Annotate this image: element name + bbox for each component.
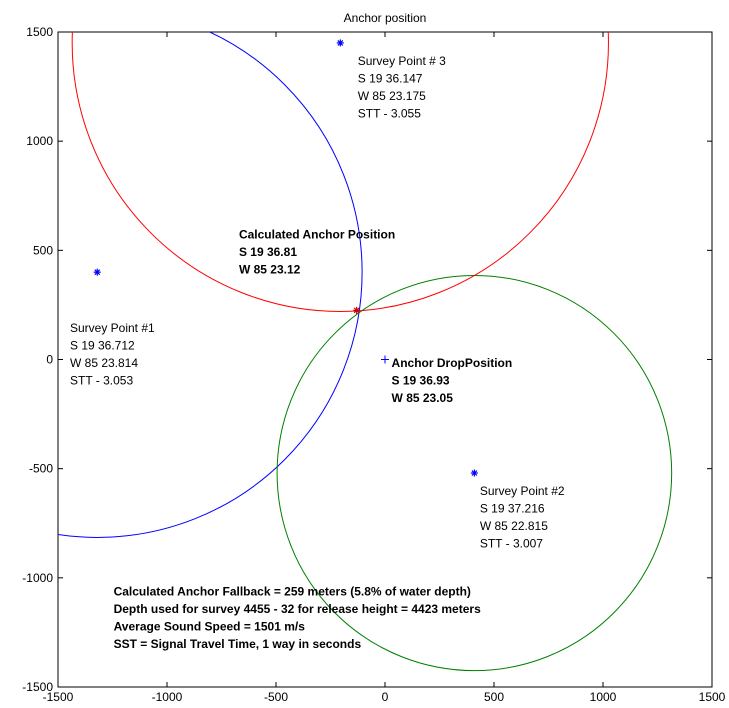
axis-ticks — [57, 31, 713, 688]
annotation-footer-line: SST = Signal Travel Time, 1 way in secon… — [114, 637, 362, 651]
x-tick-labels: -1500 -1000 -500 0 500 1000 1500 — [43, 690, 726, 704]
annotation-survey1-line: S 19 36.712 — [70, 339, 135, 353]
marker-calculated — [353, 306, 361, 314]
annotation-survey2: Survey Point #2 S 19 37.216 W 85 22.815 STT… — [480, 484, 565, 550]
annotation-survey3-line: Survey Point # 3 — [358, 54, 446, 68]
marker-survey3 — [336, 39, 344, 47]
annotation-survey1-line: Survey Point #1 — [70, 321, 155, 335]
range-circle-survey1 — [58, 32, 363, 538]
x-tick-label: 1500 — [699, 690, 726, 704]
annotation-footer-line: Average Sound Speed = 1501 m/s — [114, 619, 306, 633]
y-tick-label: -1500 — [22, 680, 53, 694]
annotation-survey3: Survey Point # 3 S 19 36.147 W 85 23.175 ST… — [358, 54, 446, 121]
annotations: Survey Point # 3 S 19 36.147 W 85 23.175 ST… — [70, 54, 565, 651]
annotation-drop-line: W 85 23.05 — [392, 391, 454, 405]
annotation-survey2-line: S 19 37.216 — [480, 501, 545, 515]
annotation-survey3-line: S 19 36.147 — [358, 71, 423, 85]
annotation-footer: Calculated Anchor Fallback = 259 meters … — [114, 584, 481, 651]
annotation-survey2-line: Survey Point #2 — [480, 484, 565, 498]
annotation-calculated-line: Calculated Anchor Position — [239, 227, 395, 241]
y-tick-label: -1000 — [22, 571, 53, 585]
annotation-calculated: Calculated Anchor Position S 19 36.81 W 85… — [239, 227, 395, 276]
annotation-drop-line: Anchor DropPosition — [392, 356, 513, 370]
position-markers — [93, 39, 478, 477]
annotation-drop: Anchor DropPosition S 19 36.93 W 85 23.05 — [392, 356, 513, 405]
x-tick-label: 0 — [382, 690, 389, 704]
annotation-footer-line: Depth used for survey 4455 - 32 for rele… — [114, 602, 481, 616]
range-circle-survey3 — [71, 32, 609, 312]
y-tick-label: 1500 — [26, 25, 53, 39]
x-tick-label: 500 — [484, 690, 504, 704]
annotation-survey1-line: W 85 23.814 — [70, 356, 138, 370]
annotation-calculated-line: S 19 36.81 — [239, 245, 297, 259]
annotation-survey1: Survey Point #1 S 19 36.712 W 85 23.814 STT… — [70, 321, 155, 388]
marker-drop — [381, 355, 389, 364]
y-tick-label: 0 — [46, 353, 53, 367]
annotation-survey2-line: W 85 22.815 — [480, 519, 548, 533]
annotation-survey3-line: STT - 3.055 — [358, 106, 421, 120]
annotation-calculated-line: W 85 23.12 — [239, 262, 301, 276]
y-tick-label: 1000 — [26, 134, 53, 148]
x-tick-label: -1000 — [152, 690, 183, 704]
y-tick-labels: -1500 -1000 -500 0 500 1000 1500 — [22, 25, 53, 694]
marker-survey2 — [470, 469, 478, 477]
x-tick-label: -1500 — [43, 690, 74, 704]
range-circles — [58, 32, 673, 672]
marker-survey1 — [93, 268, 101, 276]
y-tick-label: 500 — [33, 243, 53, 257]
x-tick-label: 1000 — [590, 690, 617, 704]
x-tick-label: -500 — [264, 690, 288, 704]
chart-title: Anchor position — [344, 11, 427, 25]
annotation-survey3-line: W 85 23.175 — [358, 89, 426, 103]
y-tick-label: -500 — [29, 462, 53, 476]
annotation-footer-line: Calculated Anchor Fallback = 259 meters … — [114, 584, 471, 598]
annotation-survey1-line: STT - 3.053 — [70, 374, 133, 388]
annotation-survey2-line: STT - 3.007 — [480, 536, 543, 550]
annotation-drop-line: S 19 36.93 — [392, 374, 450, 388]
